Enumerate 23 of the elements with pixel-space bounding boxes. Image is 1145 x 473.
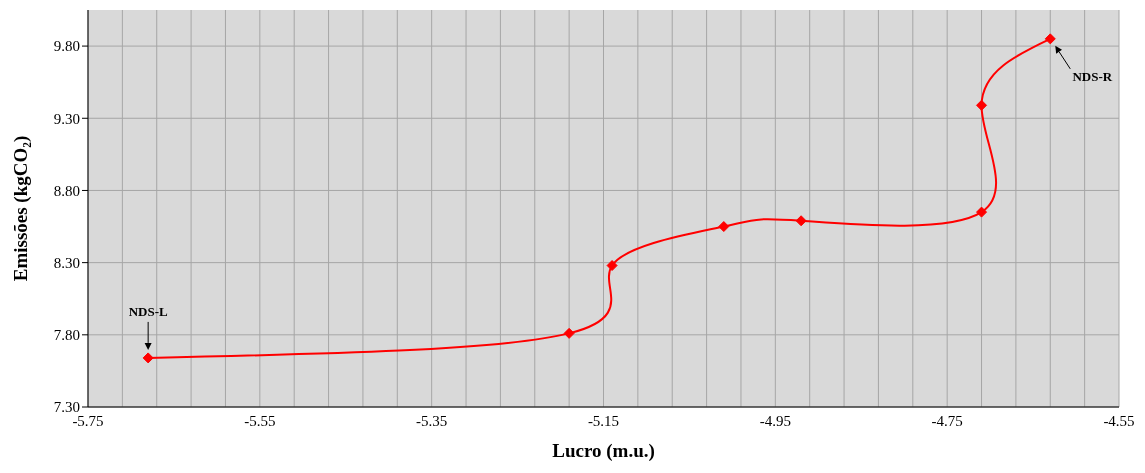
x-tick-label: -5.55 xyxy=(244,412,276,429)
x-tick-label: -5.35 xyxy=(416,412,448,429)
point xyxy=(718,221,730,233)
point xyxy=(606,260,618,272)
y-tick-label: 9.30 xyxy=(53,110,80,127)
x-tick-label: -4.55 xyxy=(1103,412,1135,429)
point xyxy=(142,352,154,364)
x-tick-label: -4.95 xyxy=(759,412,791,429)
y-tick-label: 8.30 xyxy=(53,254,80,271)
y-tick-label: 7.80 xyxy=(53,327,80,344)
y-axis-title: Emissões (kgCO₂) xyxy=(9,135,32,282)
point xyxy=(563,327,575,339)
point xyxy=(795,215,807,227)
point xyxy=(1044,33,1056,45)
x-axis-title: Lucro (m.u.) xyxy=(552,440,655,462)
point xyxy=(976,99,988,111)
point xyxy=(976,206,988,218)
y-tick-label: 9.80 xyxy=(53,38,80,55)
x-tick-label: -5.15 xyxy=(587,412,620,429)
y-tick-label: 8.80 xyxy=(53,182,80,199)
annotation: NDS-R xyxy=(1072,68,1113,84)
x-tick-label: -4.75 xyxy=(931,412,963,429)
annotation: NDS-L xyxy=(128,303,168,319)
